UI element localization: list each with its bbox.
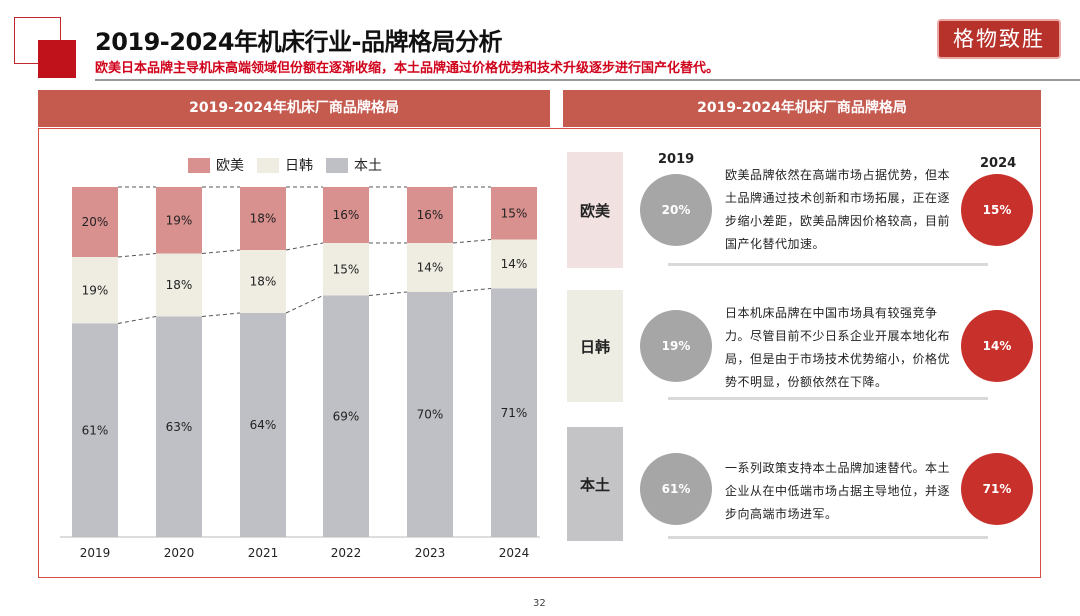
x-tick-label: 2020 (164, 546, 195, 560)
page-title: 2019-2024年机床行业-品牌格局分析 (95, 28, 503, 56)
year-end-label: 2024 (980, 156, 1017, 171)
bar-本土-2024 (491, 288, 537, 537)
data-label: 19% (82, 283, 109, 297)
data-label: 63% (166, 420, 193, 434)
connector-line (452, 239, 492, 244)
x-tick-label: 2024 (499, 546, 530, 560)
brand-description: 日本机床品牌在中国市场具有较强竞争力。尽管目前不少日系企业开展本地化布局，但是由… (725, 306, 951, 389)
bar-欧美-2019 (72, 187, 118, 257)
legend-swatch (257, 157, 279, 173)
arrow-line (668, 263, 988, 266)
share-2019-circle: 20% (640, 174, 712, 246)
legend-label: 本土 (354, 158, 382, 174)
data-label: 14% (417, 261, 444, 275)
brand-logo: 格物致胜 (937, 19, 1061, 59)
data-label: 14% (501, 257, 528, 271)
bar-日韩-2024 (491, 239, 537, 289)
connector-line (201, 249, 241, 254)
connector-line (452, 288, 492, 293)
legend-swatch (326, 157, 348, 173)
right-panel-header: 2019-2024年机床厂商品牌格局 (563, 90, 1041, 127)
data-label: 15% (333, 262, 360, 276)
x-tick-label: 2019 (80, 546, 111, 560)
data-label: 19% (166, 213, 193, 227)
bar-日韩-2021 (240, 250, 286, 313)
page-number: 32 (533, 598, 546, 609)
data-label: 64% (250, 418, 277, 432)
data-label: 20% (82, 215, 109, 229)
category-label: 日韩 (567, 290, 623, 402)
data-label: 18% (166, 278, 193, 292)
connector-line (117, 253, 157, 258)
bar-欧美-2022 (323, 187, 369, 243)
connector-line (117, 316, 157, 324)
share-2019-circle: 61% (640, 453, 712, 525)
stacked-bar-chart: 61% 19% 20% 2019 63% 18% 19% 2020 64% 18% 18% 2021 6… (60, 186, 540, 560)
data-label: 61% (82, 423, 109, 437)
left-panel-header: 2019-2024年机床厂商品牌格局 (38, 90, 550, 127)
bar-欧美-2024 (491, 187, 537, 240)
legend-swatch (188, 157, 210, 173)
connector-line (201, 312, 241, 317)
data-label: 16% (417, 208, 444, 222)
connector-line (285, 242, 324, 251)
data-label: 15% (501, 206, 528, 220)
connector-line (285, 295, 324, 314)
legend-item: 本土 (326, 155, 382, 175)
x-tick-label: 2021 (248, 546, 279, 560)
legend-item: 日韩 (257, 155, 313, 175)
share-2024-circle: 15% (961, 174, 1033, 246)
bar-欧美-2021 (240, 187, 286, 250)
content-frame (38, 128, 1041, 578)
data-label: 70% (417, 408, 444, 422)
bar-欧美-2020 (156, 187, 202, 254)
bar-本土-2022 (323, 295, 369, 537)
connector-line (368, 291, 408, 296)
bar-日韩-2023 (407, 243, 453, 292)
page-subtitle: 欧美日本品牌主导机床高端领域但份额在逐渐收缩，本土品牌通过价格优势和技术升级逐步… (95, 61, 720, 76)
brand-description: 一系列政策支持本土品牌加速替代。本土企业从在中低端市场占据主导地位，并逐步向高端… (725, 461, 951, 521)
category-label: 欧美 (567, 152, 623, 268)
divider (95, 79, 1080, 81)
bar-日韩-2022 (323, 243, 369, 296)
bar-日韩-2020 (156, 253, 202, 317)
corner-block (38, 40, 76, 78)
x-tick-label: 2022 (331, 546, 362, 560)
arrow-line (668, 397, 988, 400)
data-label: 16% (333, 208, 360, 222)
x-tick-label: 2023 (415, 546, 446, 560)
bar-欧美-2023 (407, 187, 453, 243)
bar-本土-2020 (156, 316, 202, 537)
data-label: 69% (333, 409, 360, 423)
bar-本土-2019 (72, 323, 118, 537)
legend-label: 日韩 (285, 158, 313, 174)
year-start-label: 2019 (658, 152, 695, 167)
bar-本土-2021 (240, 313, 286, 537)
brand-description: 欧美品牌依然在高端市场占据优势，但本土品牌通过技术创新和市场拓展，正在逐步缩小差… (725, 168, 951, 251)
bar-日韩-2019 (72, 257, 118, 324)
share-2019-circle: 19% (640, 310, 712, 382)
share-2024-circle: 71% (961, 453, 1033, 525)
data-label: 18% (250, 212, 277, 226)
category-label: 本土 (567, 427, 623, 541)
data-label: 18% (250, 275, 277, 289)
legend-label: 欧美 (216, 158, 244, 174)
legend-item: 欧美 (188, 155, 244, 175)
arrow-line (668, 536, 988, 539)
data-label: 71% (501, 406, 528, 420)
share-2024-circle: 14% (961, 310, 1033, 382)
bar-本土-2023 (407, 292, 453, 537)
